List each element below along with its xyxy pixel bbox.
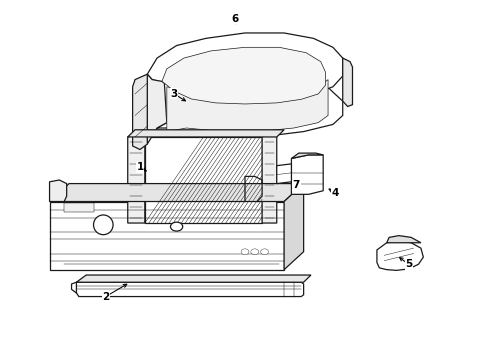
Text: 4: 4 (332, 188, 339, 198)
Polygon shape (377, 241, 423, 270)
Polygon shape (147, 85, 343, 144)
Circle shape (241, 249, 249, 255)
Polygon shape (147, 74, 167, 144)
Polygon shape (49, 202, 284, 270)
Polygon shape (292, 153, 323, 158)
Polygon shape (167, 80, 328, 132)
Text: 2: 2 (102, 292, 109, 302)
Polygon shape (128, 132, 145, 223)
Ellipse shape (171, 222, 183, 231)
Polygon shape (147, 33, 343, 98)
Circle shape (261, 249, 269, 255)
Text: 5: 5 (405, 259, 412, 269)
Polygon shape (76, 282, 304, 297)
Polygon shape (262, 132, 277, 223)
Text: 3: 3 (171, 89, 178, 99)
Polygon shape (128, 130, 284, 137)
Bar (64, 203, 94, 212)
Polygon shape (76, 275, 311, 282)
Text: 7: 7 (293, 180, 300, 190)
Text: 1: 1 (136, 162, 144, 172)
Polygon shape (162, 47, 326, 104)
Polygon shape (49, 180, 67, 202)
Polygon shape (387, 235, 421, 243)
Polygon shape (49, 184, 304, 202)
Polygon shape (343, 58, 352, 107)
Polygon shape (145, 137, 262, 223)
Ellipse shape (94, 215, 113, 235)
Circle shape (251, 249, 259, 255)
Polygon shape (292, 155, 323, 194)
Polygon shape (284, 184, 304, 270)
Polygon shape (133, 74, 147, 149)
Text: 6: 6 (232, 14, 239, 24)
Polygon shape (277, 164, 292, 184)
